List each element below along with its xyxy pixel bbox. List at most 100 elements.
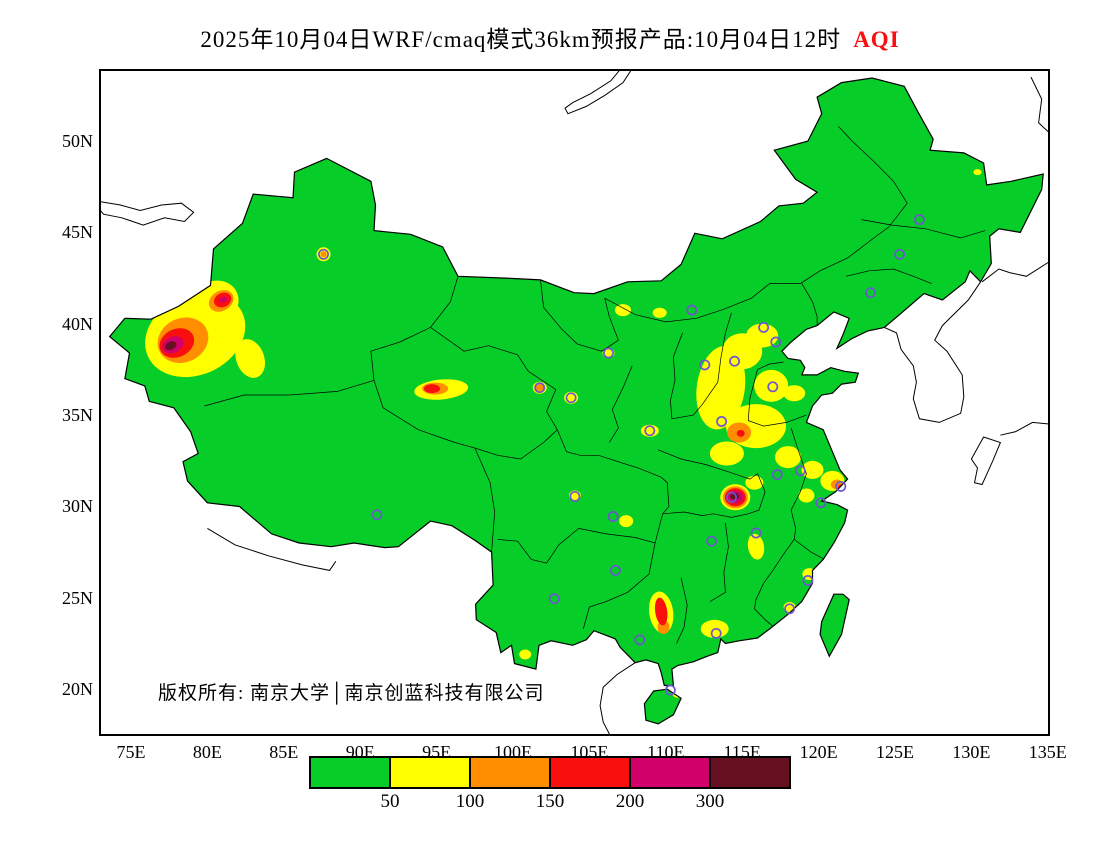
aqi-hotspot-red — [736, 429, 745, 437]
x-axis-tick-105E: 105E — [570, 742, 609, 762]
title-variable: AQI — [853, 27, 900, 52]
y-axis-tick-30N: 30N — [62, 496, 93, 517]
taiwan-outline — [819, 593, 850, 658]
province-border — [747, 369, 807, 427]
copyright-text: 版权所有: 南京大学│南京创蓝科技有限公司 — [158, 683, 545, 704]
x-axis-tick-120E: 120E — [799, 742, 838, 762]
hainan-outline — [643, 688, 682, 725]
city-marker-changchun — [894, 248, 906, 260]
province-border — [676, 577, 688, 644]
y-axis-tick-45N: 45N — [62, 222, 93, 243]
province-border — [204, 276, 459, 407]
outline-lake-balkhash — [100, 201, 195, 226]
province-border — [670, 332, 683, 419]
city-marker-nanjing — [794, 465, 806, 477]
outline-japan-honshu — [1000, 421, 1049, 436]
city-marker-urumqi — [318, 248, 329, 260]
city-marker-tianjin — [770, 336, 782, 348]
province-border — [861, 219, 986, 239]
aqi-hotspot-red — [424, 384, 440, 394]
province-border — [497, 528, 579, 564]
y-axis-tick-20N: 20N — [62, 679, 93, 699]
y-axis-tick-25N: 25N — [62, 587, 93, 608]
province-border — [671, 312, 732, 420]
aqi-hotspot-yellow — [615, 304, 631, 317]
aqi-hotspot-yellow — [709, 441, 744, 466]
y-axis-tick-50N: 50N — [62, 130, 93, 151]
colorbar-label-100: 100 — [455, 791, 485, 812]
outline-russia-primorye-coast — [981, 261, 1049, 283]
city-marker-fuzhou — [802, 575, 814, 586]
aqi-hotspot-yellow — [775, 446, 801, 469]
city-marker-hangzhou — [815, 497, 827, 509]
colorbar-segment-maroon — [709, 756, 791, 789]
city-marker-chengdu — [569, 490, 581, 502]
aqi-hotspot-maroon — [165, 341, 177, 351]
province-border — [582, 542, 656, 629]
city-marker-lanzhou — [565, 392, 577, 404]
aqi-hotspot-yellow — [746, 323, 779, 348]
city-marker-yinchuan — [603, 347, 614, 359]
x-axis-tick-100E: 100E — [494, 742, 532, 762]
city-marker-changsha — [706, 535, 718, 547]
province-border — [754, 608, 774, 627]
china-outline — [108, 77, 1044, 687]
province-border — [846, 268, 932, 284]
city-marker-wuhan — [726, 491, 737, 503]
city-marker-hefei — [771, 469, 783, 480]
y-axis-tick-35N: 35N — [62, 404, 93, 425]
aqi-hotspot-yellow — [747, 533, 765, 560]
province-border — [790, 427, 807, 511]
aqi-hotspot-orange — [320, 251, 327, 258]
x-axis-tick-135E: 135E — [1028, 742, 1067, 762]
province-border — [474, 429, 670, 515]
colorbar-label-150: 150 — [535, 791, 565, 812]
page-title: 2025年10月04日WRF/cmaq模式36km预报产品:10月04日12时 A… — [0, 20, 1100, 54]
city-marker-shanghai — [835, 480, 847, 492]
aqi-hotspot-yellow — [602, 348, 615, 358]
map-canvas — [100, 70, 1049, 735]
city-marker-taiyuan — [699, 359, 711, 371]
x-axis-tick-130E: 130E — [952, 742, 991, 762]
outline-korea-peninsula — [884, 281, 982, 423]
aqi-hotspot-yellow — [801, 460, 824, 479]
outline-lake-baikal — [564, 70, 632, 115]
city-marker-xiamen — [784, 603, 796, 615]
outline-japan-kyushu — [970, 436, 1002, 486]
province-border — [578, 513, 664, 544]
colorbar-segment-orange — [469, 756, 551, 789]
x-axis-tick-85E: 85E — [269, 742, 299, 762]
province-border — [609, 409, 619, 443]
china-landmass — [109, 78, 1044, 686]
province-border — [801, 283, 818, 326]
aqi-hotspot-yellow — [619, 515, 634, 528]
province-border — [754, 539, 795, 609]
y-axis-tick-40N: 40N — [62, 313, 93, 334]
city-marker-nanning — [634, 634, 646, 646]
x-axis-tick-75E: 75E — [116, 742, 146, 762]
colorbar-segment-yellow — [389, 756, 471, 789]
province-border — [658, 449, 758, 480]
aqi-hotspot-yellow — [754, 369, 789, 402]
aqi-hotspot-red — [654, 597, 668, 626]
province-border — [662, 473, 766, 518]
x-axis-tick-95E: 95E — [422, 742, 452, 762]
city-marker-hohhot — [686, 304, 698, 316]
aqi-hotspot-yellow — [235, 339, 266, 378]
x-axis-tick-115E: 115E — [723, 742, 761, 762]
city-marker-lhasa — [371, 509, 383, 521]
x-axis-tick-110E: 110E — [647, 742, 685, 762]
city-marker-kunming — [548, 593, 560, 605]
city-marker-harbin — [913, 214, 925, 226]
city-marker-beijing — [758, 321, 770, 333]
province-border — [373, 380, 496, 553]
aqi-hotspot-layer — [145, 169, 1008, 698]
colorbar-segment-green — [309, 756, 391, 789]
x-axis-tick-125E: 125E — [876, 742, 914, 762]
aqi-hotspot-yellow — [783, 385, 806, 402]
province-border-layer — [204, 126, 986, 644]
province-border — [430, 327, 558, 430]
colorbar-segment-red — [549, 756, 631, 789]
